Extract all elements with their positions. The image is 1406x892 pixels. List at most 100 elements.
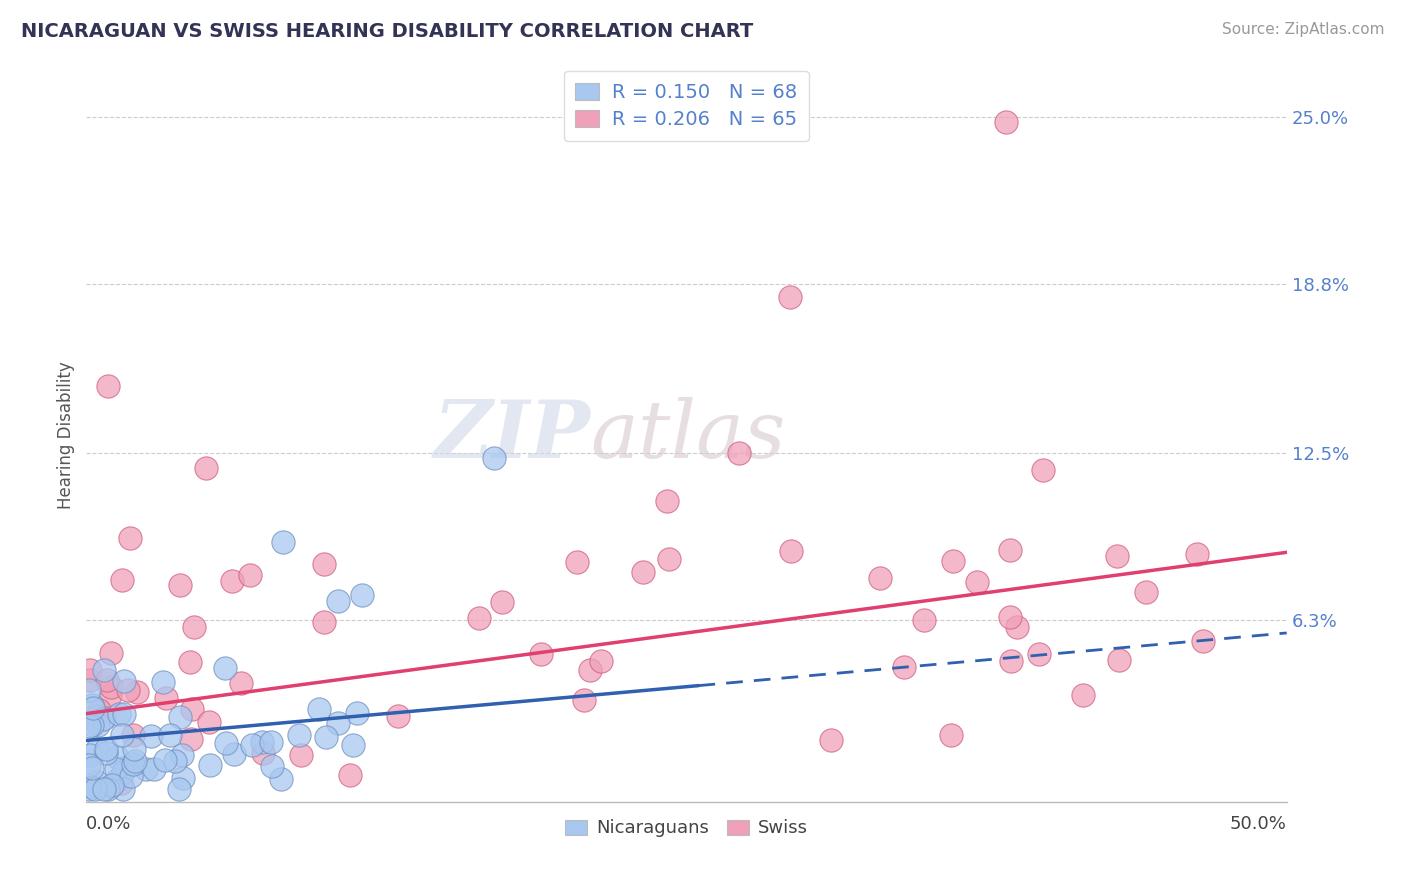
Point xyxy=(96,742,118,756)
Point xyxy=(779,290,801,304)
Point xyxy=(86,775,108,789)
Point xyxy=(578,663,600,677)
Point xyxy=(530,647,553,661)
Text: 0.0%: 0.0% xyxy=(86,815,132,833)
Point xyxy=(565,556,588,570)
Point xyxy=(120,769,142,783)
Point xyxy=(1000,654,1022,668)
Point xyxy=(97,781,120,796)
Point xyxy=(270,772,292,787)
Point xyxy=(84,781,107,796)
Point xyxy=(271,534,294,549)
Point xyxy=(100,680,122,694)
Point xyxy=(966,575,988,590)
Point xyxy=(135,763,157,777)
Point xyxy=(100,780,122,794)
Point xyxy=(77,719,100,733)
Point xyxy=(152,674,174,689)
Point xyxy=(108,706,131,721)
Point xyxy=(484,451,506,466)
Point xyxy=(169,578,191,592)
Point xyxy=(172,747,194,762)
Point xyxy=(169,709,191,723)
Point xyxy=(111,728,134,742)
Point xyxy=(387,709,409,723)
Point xyxy=(100,646,122,660)
Point xyxy=(572,692,595,706)
Point xyxy=(240,738,263,752)
Point xyxy=(87,703,110,717)
Point xyxy=(288,728,311,742)
Point xyxy=(491,595,513,609)
Point xyxy=(94,746,117,760)
Point xyxy=(79,747,101,762)
Point xyxy=(1005,620,1028,634)
Point xyxy=(468,611,491,625)
Point xyxy=(112,764,135,779)
Y-axis label: Hearing Disability: Hearing Disability xyxy=(58,361,75,509)
Point xyxy=(112,674,135,689)
Point xyxy=(229,676,252,690)
Point xyxy=(105,773,128,788)
Point xyxy=(79,673,101,687)
Point xyxy=(194,461,217,475)
Point xyxy=(82,701,104,715)
Point xyxy=(1185,547,1208,561)
Point xyxy=(79,663,101,677)
Point xyxy=(153,753,176,767)
Point xyxy=(112,707,135,722)
Point xyxy=(122,741,145,756)
Point xyxy=(141,729,163,743)
Point xyxy=(163,754,186,768)
Point xyxy=(1071,688,1094,702)
Point xyxy=(221,574,243,588)
Point xyxy=(115,760,138,774)
Point xyxy=(86,742,108,756)
Point xyxy=(97,378,120,392)
Point xyxy=(198,758,221,772)
Text: atlas: atlas xyxy=(591,397,786,475)
Point xyxy=(77,779,100,793)
Point xyxy=(198,715,221,730)
Point xyxy=(80,718,103,732)
Point xyxy=(93,781,115,796)
Text: ZIP: ZIP xyxy=(433,397,591,475)
Point xyxy=(101,778,124,792)
Point xyxy=(214,661,236,675)
Point xyxy=(314,557,336,571)
Legend: Nicaraguans, Swiss: Nicaraguans, Swiss xyxy=(558,812,815,845)
Point xyxy=(159,728,181,742)
Point xyxy=(780,543,803,558)
Point xyxy=(180,731,202,746)
Point xyxy=(893,660,915,674)
Point xyxy=(104,762,127,776)
Point xyxy=(111,781,134,796)
Text: NICARAGUAN VS SWISS HEARING DISABILITY CORRELATION CHART: NICARAGUAN VS SWISS HEARING DISABILITY C… xyxy=(21,22,754,41)
Point xyxy=(315,731,337,745)
Point xyxy=(308,701,330,715)
Point xyxy=(93,663,115,677)
Point xyxy=(820,733,842,747)
Point xyxy=(328,593,350,607)
Point xyxy=(111,573,134,587)
Point xyxy=(631,565,654,579)
Point xyxy=(589,654,612,668)
Point xyxy=(105,750,128,764)
Point xyxy=(122,728,145,742)
Point xyxy=(942,554,965,568)
Point xyxy=(117,683,139,698)
Point xyxy=(86,709,108,723)
Point xyxy=(728,446,751,460)
Point xyxy=(222,747,245,762)
Point xyxy=(96,673,118,687)
Text: Source: ZipAtlas.com: Source: ZipAtlas.com xyxy=(1222,22,1385,37)
Point xyxy=(169,781,191,796)
Point xyxy=(82,780,104,795)
Point xyxy=(118,531,141,545)
Point xyxy=(1191,634,1213,648)
Point xyxy=(939,728,962,742)
Point xyxy=(657,494,679,508)
Point xyxy=(142,762,165,776)
Point xyxy=(82,698,104,712)
Point xyxy=(912,613,935,627)
